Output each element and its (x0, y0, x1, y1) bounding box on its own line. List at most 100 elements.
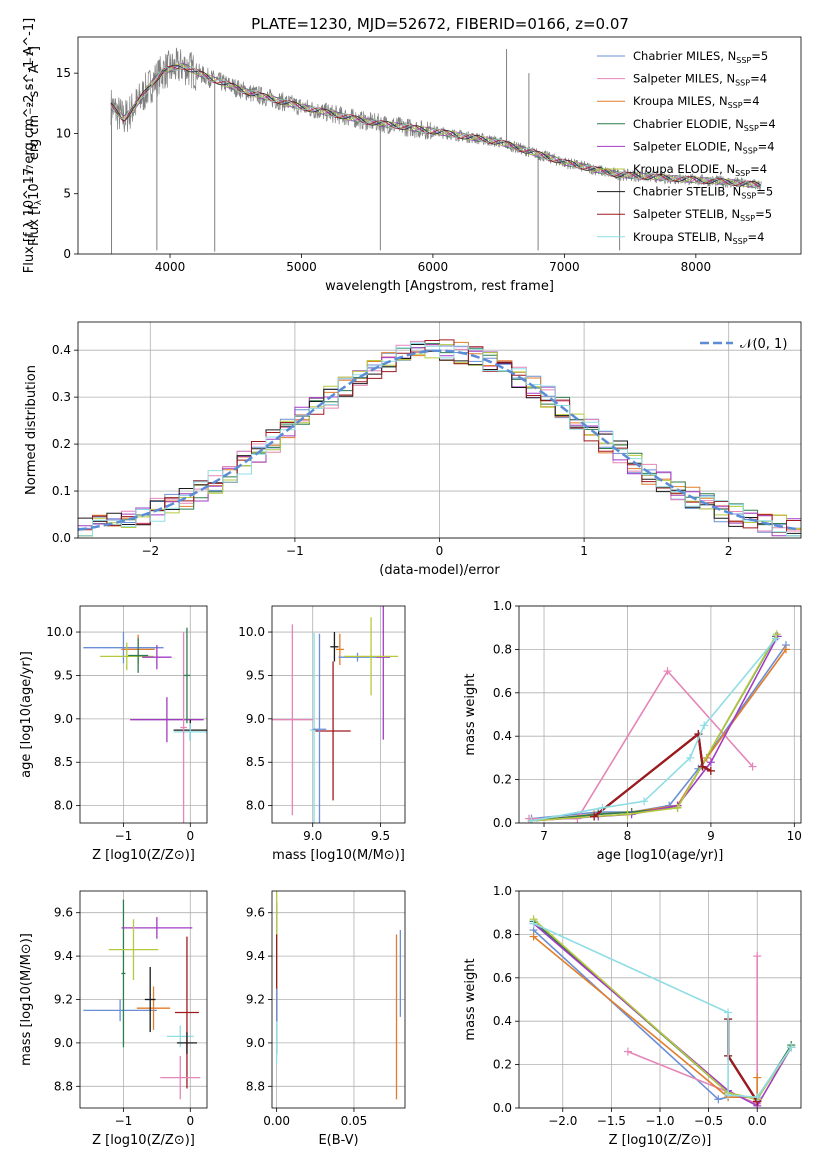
x-tick-label: 1 (580, 544, 588, 558)
panel-mass-weight-vs-metallicity: −2.0 −1.5 −1.0 −0.5 0.0 0.0 0.2 0.4 0.6 0.8 1.0 Z [… (463, 884, 802, 1148)
y-tick-label: 9.4 (54, 949, 73, 963)
x-tick-label: 0 (186, 829, 194, 843)
y-tick-label: 0.6 (493, 686, 512, 700)
model-spectrum-7 (110, 66, 761, 188)
panel-age-vs-metallicity: −1 0 8.0 8.5 9.0 9.5 10.0 Z [log10(Z/Z⊙)] age [l… (19, 605, 208, 863)
plot-area-spectrum (110, 47, 762, 254)
y-tick-label: 8.8 (54, 1079, 73, 1093)
legend-eq: = (750, 72, 760, 86)
y-axis-label-part: Flux [f (27, 205, 42, 246)
y-tick-label: 9.2 (54, 993, 73, 1007)
y-tick-label: 0.6 (493, 971, 512, 985)
legend-sub: SSP (741, 192, 756, 201)
legend-sub: SSP (728, 101, 743, 110)
legend-n: N (735, 117, 744, 131)
x-tick-label: −2.0 (548, 1114, 577, 1128)
y-axis-label-part: λ (34, 199, 44, 205)
model-spectrum-5 (110, 63, 761, 187)
x-tick-label: −1.5 (597, 1114, 626, 1128)
y-tick-label: 0.1 (52, 484, 71, 498)
y-tick-label: 0.8 (493, 642, 512, 656)
legend-eq: = (743, 94, 753, 108)
y-axis-label: Normed distribution (24, 365, 39, 495)
legend-sub: SSP (736, 56, 751, 65)
legend-label: Salpeter ELODIE, NSSP=4 (633, 139, 775, 155)
legend-count: 5 (765, 207, 772, 221)
x-tick-label: 6000 (418, 260, 449, 274)
legend-sub: SSP (735, 79, 750, 88)
panel-residual-histogram: −2 −1 0 1 2 0.0 0.1 0.2 0.3 0.4 (data-model)/error… (24, 321, 802, 578)
y-tick-label: 0 (63, 247, 71, 261)
x-tick-label: −2 (141, 544, 159, 558)
x-tick-label: 0.00 (263, 1114, 290, 1128)
legend-eq: = (756, 185, 766, 199)
legend-eq: = (748, 230, 758, 244)
model-spectrum-8 (110, 66, 761, 189)
y-axis-label-part: −2 (26, 102, 36, 115)
plot-area-age-vs-mass (272, 606, 399, 823)
legend-n: N (726, 162, 735, 176)
model-spectrum-1 (110, 66, 761, 189)
y-tick-label: 9.6 (54, 906, 73, 920)
y-axis-label-part: −1 (26, 51, 36, 64)
legend-model: Salpeter STELIB, (633, 207, 731, 221)
y-axis-label-part: A (27, 64, 42, 77)
legend-model: Kroupa ELODIE, (633, 162, 726, 176)
legend-eq: = (755, 207, 765, 221)
legend-label: Kroupa ELODIE, NSSP=4 (633, 162, 767, 178)
x-tick-label: −1.0 (645, 1114, 674, 1128)
x-tick-label: 4000 (155, 260, 186, 274)
legend-count: 4 (767, 139, 774, 153)
legend-eq: = (758, 139, 768, 153)
series-line-0 (531, 644, 787, 820)
legend-n: N (728, 49, 737, 63)
y-axis-label-part: −1 (26, 77, 36, 90)
x-tick-label: 8 (624, 829, 632, 843)
y-tick-label: 0.4 (493, 729, 512, 743)
y-tick-label: 0.2 (493, 773, 512, 787)
legend-n: N (719, 94, 728, 108)
y-tick-label: 0.3 (52, 390, 71, 404)
y-axis-label-part: ] (27, 46, 42, 51)
series-line-7 (727, 1019, 759, 1103)
axes-frame (271, 605, 406, 824)
panel-mass-vs-extinction: 0.00 0.05 8.8 9.0 9.2 9.4 9.6 E(B-V) (246, 890, 406, 1148)
legend-n: N (734, 139, 743, 153)
legend-count: 4 (752, 94, 759, 108)
y-tick-label: 8.5 (54, 755, 73, 769)
x-axis-label: (data-model)/error (379, 563, 500, 578)
y-tick-label: 9.0 (246, 712, 265, 726)
panel-mass-vs-metallicity: −1 0 8.8 9.0 9.2 9.4 9.6 Z [log10(Z/Z⊙)] mass [l… (19, 890, 208, 1148)
legend-count: 5 (761, 49, 768, 63)
observed-spectrum (110, 47, 762, 191)
legend-eq: = (759, 117, 769, 131)
y-tick-label: 0.4 (52, 343, 71, 357)
x-tick-label: 8000 (681, 260, 712, 274)
legend-n: N (731, 207, 740, 221)
legend-model: Salpeter ELODIE, (633, 139, 734, 153)
x-tick-label: −1 (286, 544, 304, 558)
y-tick-label: 9.0 (54, 1036, 73, 1050)
y-tick-label: 0.4 (493, 1014, 512, 1028)
legend-label: Chabrier ELODIE, NSSP=4 (633, 117, 776, 133)
legend-label: Chabrier MILES, NSSP=5 (633, 49, 768, 65)
legend-sub: SSP (740, 214, 755, 223)
legend-model: Salpeter MILES, (633, 72, 726, 86)
legend-count: 5 (766, 185, 773, 199)
y-tick-label: 9.4 (246, 949, 265, 963)
y-tick-label: 0.2 (493, 1058, 512, 1072)
y-axis-label: age [log10(age/yr)] (19, 651, 34, 778)
y-tick-label: 15 (56, 66, 71, 80)
series-line-8 (531, 637, 777, 822)
y-tick-label: 9.6 (246, 906, 265, 920)
x-axis-label: age [log10(age/yr)] (597, 848, 724, 863)
axes-frame (518, 605, 802, 824)
y-axis-label-part: s (27, 90, 42, 101)
plot-area-mass-weight-vs-metallicity (529, 915, 796, 1108)
x-tick-label: 7000 (549, 260, 580, 274)
legend-model: Chabrier ELODIE, (633, 117, 735, 131)
y-tick-label: 10.0 (46, 625, 73, 639)
series-line-2 (531, 648, 787, 822)
x-tick-label: −1 (115, 829, 133, 843)
